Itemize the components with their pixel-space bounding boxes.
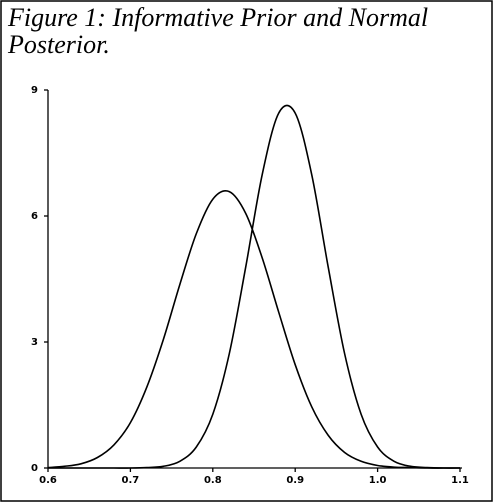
chart-title: Figure 1: Informative Prior and Normal P… <box>8 3 429 59</box>
y-tick-label: 0 <box>31 463 38 474</box>
x-tick-label: 0.9 <box>286 475 304 486</box>
curve <box>47 190 460 469</box>
x-tick-label: 1.0 <box>369 475 387 486</box>
x-tick-label: 1.1 <box>451 475 469 486</box>
x-tick-label: 0.6 <box>39 475 57 486</box>
y-tick-label: 3 <box>31 337 38 348</box>
x-tick-label: 0.8 <box>204 475 222 486</box>
x-tick-label: 0.7 <box>122 475 140 486</box>
y-tick-label: 6 <box>31 211 38 222</box>
y-tick-label: 9 <box>31 85 38 96</box>
curve <box>48 104 461 469</box>
